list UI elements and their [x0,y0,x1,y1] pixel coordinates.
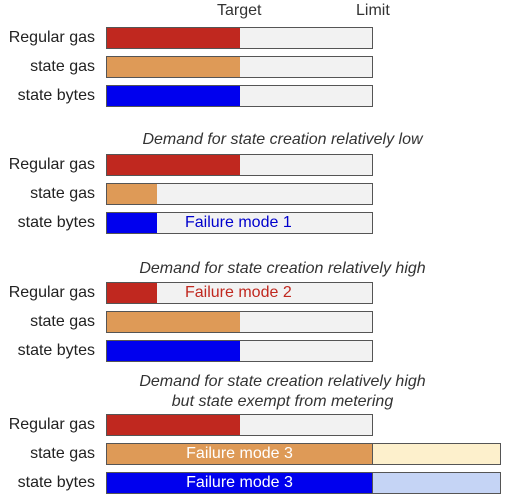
row-label: state gas [30,313,95,330]
limit-label: Limit [356,2,390,19]
row-label: Regular gas [8,284,95,301]
bar-track [106,154,373,176]
bar-fill-state-bytes [107,341,240,361]
row-label: Regular gas [8,416,95,433]
bar-track [106,27,373,49]
bar-fill-regular-gas [107,283,157,303]
failure-mode-label: Failure mode 1 [185,214,292,231]
bar-fill-state-bytes [107,473,372,493]
bar-track: Failure mode 2 [106,282,373,304]
section-title-low-demand: Demand for state creation relatively low [142,131,423,148]
row-label: state gas [30,185,95,202]
bar-track [106,311,373,333]
bar-fill-state-gas [107,184,157,204]
section-title-exempt-line1: Demand for state creation relatively hig… [139,373,426,390]
bar-fill-state-bytes [107,213,157,233]
bar-track: Failure mode 3 [106,472,373,494]
failure-mode-label: Failure mode 3 [186,474,293,491]
row-label: state bytes [17,342,95,359]
row-label: Regular gas [8,29,95,46]
bar-overflow-state-bytes [373,472,501,494]
bar-fill-state-gas [107,444,372,464]
bar-track: Failure mode 3 [106,443,373,465]
bar-track [106,56,373,78]
bar-fill-regular-gas [107,28,240,48]
failure-mode-label: Failure mode 2 [185,284,292,301]
row-label: state gas [30,445,95,462]
bar-track [106,183,373,205]
bar-overflow-state-gas [373,443,501,465]
row-label: state gas [30,58,95,75]
row-label: state bytes [17,474,95,491]
bar-fill-regular-gas [107,415,240,435]
bar-track [106,85,373,107]
row-label: Regular gas [8,156,95,173]
row-label: state bytes [17,214,95,231]
bar-fill-state-bytes [107,86,240,106]
row-label: state bytes [17,87,95,104]
bar-fill-state-gas [107,312,240,332]
section-title-high-demand: Demand for state creation relatively hig… [139,260,426,277]
bar-track [106,414,373,436]
bar-fill-state-gas [107,57,240,77]
section-title-exempt-line2: but state exempt from metering [171,393,394,410]
failure-mode-label: Failure mode 3 [186,445,293,462]
target-label: Target [217,2,262,19]
bar-fill-regular-gas [107,155,240,175]
bar-track [106,340,373,362]
bar-track: Failure mode 1 [106,212,373,234]
